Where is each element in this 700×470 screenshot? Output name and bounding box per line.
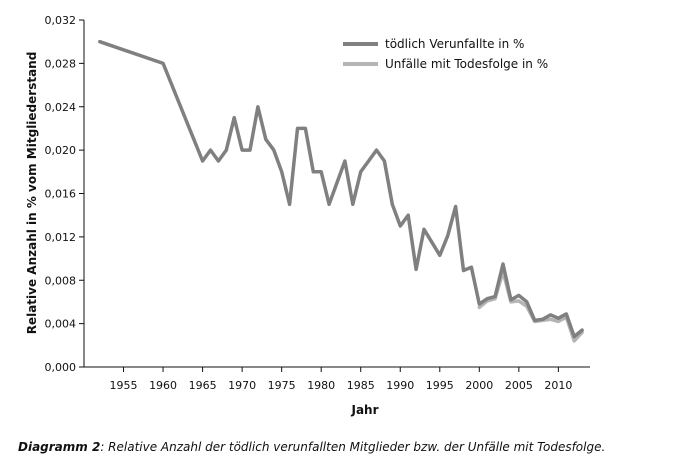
legend-label-series-1: tödlich Verunfallte in % [385, 37, 524, 51]
legend-label-series-2: Unfälle mit Todesfolge in % [385, 57, 548, 71]
x-tick-label: 2010 [544, 379, 572, 392]
y-tick-label: 0,028 [45, 57, 77, 70]
series-layer [98, 39, 584, 343]
y-tick-label: 0,032 [45, 14, 77, 27]
x-tick-label: 1975 [268, 379, 296, 392]
y-tick-label: 0,024 [45, 101, 77, 114]
caption-label: Diagramm 2 [18, 440, 101, 454]
x-tick-label: 2000 [465, 379, 493, 392]
x-tick-label: 2005 [505, 379, 533, 392]
y-tick-label: 0,008 [45, 274, 77, 287]
x-tick-label: 1955 [110, 379, 138, 392]
chart-legend: tödlich Verunfallte in % Unfälle mit Tod… [343, 37, 548, 71]
y-axis-title: Relative Anzahl in % vom Mitgliederstand [25, 52, 39, 335]
x-tick-label: 1980 [307, 379, 335, 392]
y-tick-label: 0,012 [45, 231, 77, 244]
x-axis-ticks: 1955 1960 1965 1970 1975 1980 1985 1990 1995 2000… [110, 367, 572, 392]
y-tick-label: 0,020 [45, 144, 77, 157]
y-tick-label: 0,000 [45, 361, 77, 374]
series-line-1 [98, 39, 584, 339]
x-tick-label: 1985 [347, 379, 375, 392]
caption-text: : Relative Anzahl der tödlich verunfallt… [100, 440, 606, 454]
y-tick-label: 0,004 [45, 318, 77, 331]
chart-axes [83, 20, 590, 368]
y-tick-label: 0,016 [45, 188, 77, 201]
x-axis-title: Jahr [350, 403, 378, 417]
series-line-2 [477, 269, 584, 343]
x-tick-label: 1990 [386, 379, 414, 392]
x-tick-label: 1995 [426, 379, 454, 392]
figure-caption: Diagramm 2: Relative Anzahl der tödlich … [18, 440, 605, 454]
x-tick-label: 1960 [149, 379, 177, 392]
x-tick-label: 1965 [189, 379, 217, 392]
x-tick-label: 1970 [228, 379, 256, 392]
y-axis-ticks: 0,000 0,004 0,008 0,012 0,016 0,020 0,024 0,028… [45, 14, 84, 374]
